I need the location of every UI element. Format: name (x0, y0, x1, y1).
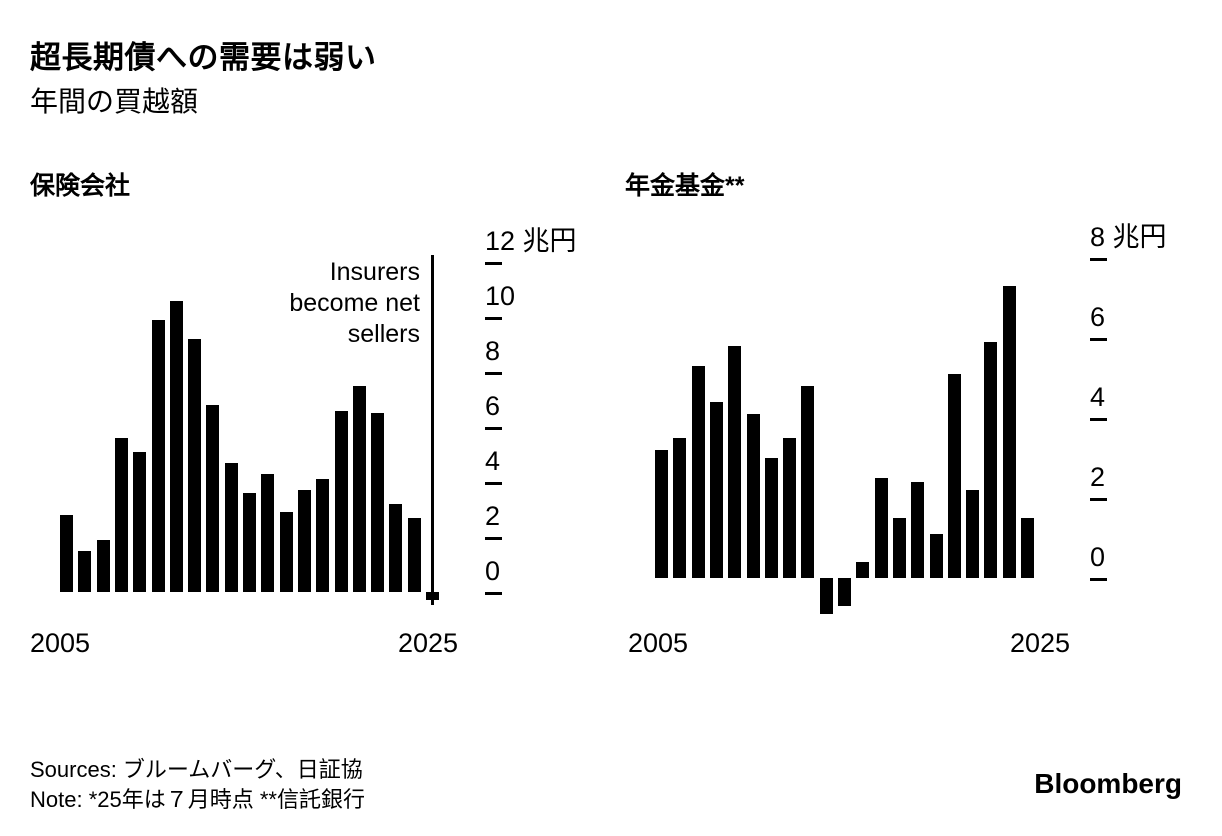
y-tick-label: 8 兆円 (1090, 222, 1167, 252)
annotation-callout-line (431, 255, 434, 605)
x-axis-label-end: 2025 (398, 628, 459, 658)
sources-text: Sources: ブルームバーグ、日証協 (30, 757, 363, 782)
x-axis-label-start: 2005 (628, 628, 689, 658)
y-tick-6: 6 (485, 391, 502, 430)
y-tick-0: 0 (1090, 542, 1107, 581)
bar-2024 (1002, 286, 1016, 578)
y-tick-6: 6 (1090, 302, 1107, 341)
y-tick-label: 2 (485, 501, 501, 531)
bar-2010 (746, 414, 760, 578)
annotation-insurers-net-sellers: Insurers become net sellers (289, 258, 420, 348)
y-tick-12: 12 兆円 (485, 226, 577, 265)
y-tick-mark (485, 482, 502, 485)
bar-2018 (297, 490, 311, 592)
bar-2005 (655, 450, 668, 578)
page-title: 超長期債への需要は弱い (30, 40, 377, 75)
bar-2022 (371, 413, 385, 592)
bar-2015 (243, 493, 256, 592)
bar-2016 (261, 473, 275, 592)
bar-2008 (709, 402, 723, 578)
y-tick-mark (485, 262, 502, 265)
y-tick-mark (485, 592, 502, 595)
bar-2025 (426, 592, 439, 601)
x-axis-label-end: 2025 (1010, 628, 1071, 658)
bar-2022 (966, 490, 980, 578)
y-tick-mark (1090, 498, 1107, 501)
y-tick-mark (485, 537, 502, 540)
y-tick-mark (485, 427, 502, 430)
y-axis-insurance: 12 兆円 10 8 6 4 2 0 (485, 226, 605, 630)
y-tick-mark (485, 372, 502, 375)
plot-area-pension (625, 235, 1055, 630)
bar-2006 (673, 438, 687, 578)
bar-2009 (133, 451, 147, 592)
y-tick-label: 6 (1090, 302, 1106, 332)
y-tick-label: 6 (485, 391, 501, 421)
bar-2012 (783, 438, 797, 578)
y-tick-0: 0 (485, 556, 502, 595)
bar-2023 (984, 342, 998, 578)
y-tick-mark (1090, 338, 1107, 341)
bar-2007 (691, 366, 705, 578)
y-tick-8: 8 (485, 336, 502, 375)
y-tick-label: 2 (1090, 462, 1106, 492)
y-tick-4: 4 (485, 446, 502, 485)
bar-2007 (96, 539, 110, 592)
x-axis-label-start: 2005 (30, 628, 91, 658)
bar-2013 (206, 405, 220, 592)
page-subtitle: 年間の買越額 (30, 86, 199, 117)
bar-2024 (407, 517, 421, 592)
bar-2020 (929, 534, 943, 578)
bar-2011 (169, 300, 183, 592)
y-tick-2: 2 (1090, 462, 1107, 501)
y-tick-8: 8 兆円 (1090, 222, 1167, 261)
bar-2025 (1021, 518, 1034, 578)
y-tick-label: 8 (485, 336, 501, 366)
bar-2009 (728, 346, 742, 578)
y-tick-mark (1090, 418, 1107, 421)
y-tick-label: 4 (485, 446, 501, 476)
bar-2017 (279, 512, 293, 592)
bar-2012 (188, 339, 202, 592)
chart-title-insurance: 保険会社 (30, 172, 131, 200)
y-tick-mark (485, 317, 502, 320)
bar-2005 (60, 515, 73, 592)
bar-2021 (947, 374, 961, 578)
plot-area-insurance (30, 235, 460, 630)
bar-2010 (151, 319, 165, 592)
bar-2008 (114, 438, 128, 592)
bar-2017 (874, 478, 888, 578)
y-axis-pension: 8 兆円 6 4 2 0 (1090, 222, 1210, 630)
bar-2019 (316, 479, 330, 592)
bar-2021 (352, 385, 366, 592)
y-tick-mark (1090, 578, 1107, 581)
y-tick-label: 12 兆円 (485, 226, 577, 256)
bar-2014 (224, 462, 238, 592)
bar-2011 (764, 458, 778, 578)
bar-2018 (892, 518, 906, 578)
chart-insurance-companies: 保険会社 12 兆円 10 8 6 4 2 0 Insurers become net se… (30, 160, 600, 705)
y-tick-4: 4 (1090, 382, 1107, 421)
y-tick-label: 10 (485, 281, 516, 311)
bar-2023 (389, 504, 403, 592)
note-text: Note: *25年は７月時点 **信託銀行 (30, 787, 365, 812)
bar-2006 (78, 550, 92, 592)
y-tick-label: 4 (1090, 382, 1106, 412)
y-tick-2: 2 (485, 501, 502, 540)
bar-2019 (911, 482, 925, 578)
y-tick-label: 0 (485, 556, 501, 586)
bar-2015 (838, 578, 851, 606)
chart-pension-funds: 年金基金** 8 兆円 6 4 2 0 2005 2025 (625, 160, 1195, 705)
bloomberg-logo: Bloomberg (1034, 768, 1182, 799)
y-tick-label: 0 (1090, 542, 1106, 572)
bar-2014 (819, 578, 833, 614)
bar-2013 (801, 386, 815, 578)
bar-2016 (856, 562, 870, 578)
chart-title-pension: 年金基金** (625, 172, 745, 200)
y-tick-10: 10 (485, 281, 515, 320)
y-tick-mark (1090, 258, 1107, 261)
bar-2020 (334, 410, 348, 592)
